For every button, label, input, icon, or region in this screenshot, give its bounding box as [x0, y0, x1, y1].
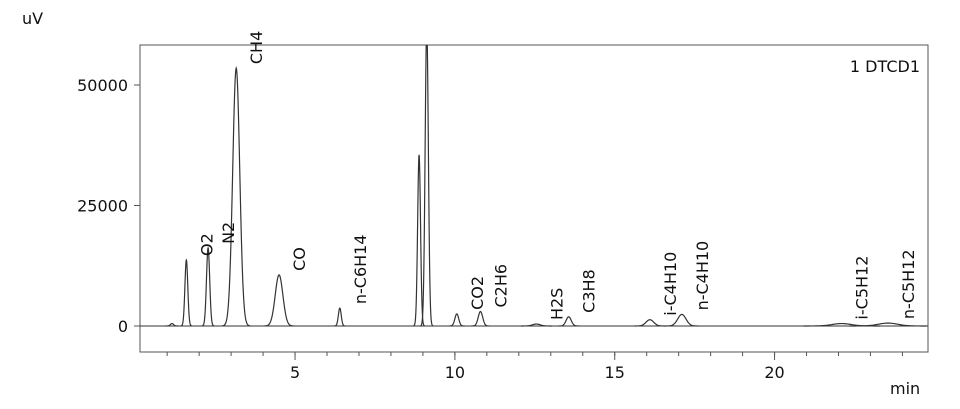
- peak: [334, 307, 346, 327]
- peak: [558, 316, 579, 327]
- y-tick-label: 25000: [77, 196, 128, 215]
- plot-area: [140, 45, 928, 327]
- peak: [449, 313, 465, 327]
- peak: [413, 154, 425, 327]
- peak-label: C3H8: [580, 269, 599, 313]
- x-axis-label: min: [890, 379, 920, 398]
- y-tick-label: 50000: [77, 76, 128, 95]
- plot-frame: [139, 44, 929, 353]
- peak-label: H2S: [547, 288, 566, 320]
- peak: [665, 313, 699, 327]
- peak: [165, 322, 179, 327]
- x-tick-label: 5: [290, 363, 300, 382]
- peak-label: n-C5H12: [899, 249, 918, 319]
- x-tick-label: 20: [764, 363, 784, 382]
- peak-label: O2: [197, 233, 216, 256]
- peak: [420, 45, 434, 327]
- peak-label: n-C6H14: [351, 234, 370, 304]
- peak: [521, 323, 552, 327]
- peak-label: i-C4H10: [661, 252, 680, 316]
- peak: [201, 246, 215, 327]
- y-axis-label: uV: [22, 9, 43, 28]
- trace-name: 1 DTCD1: [850, 57, 920, 76]
- peak-label: N2: [219, 222, 238, 244]
- peak: [263, 274, 295, 327]
- x-tick-label: 15: [605, 363, 625, 382]
- peak-label: CO2: [468, 276, 487, 310]
- peak: [222, 65, 251, 327]
- peak-label: CH4: [247, 31, 266, 64]
- x-tick-label: 10: [445, 363, 465, 382]
- peak: [471, 310, 490, 327]
- peak: [849, 322, 927, 327]
- peak: [634, 319, 666, 327]
- y-tick-label: 0: [118, 317, 128, 336]
- peak-label: C2H6: [491, 264, 510, 308]
- peak-label: n-C4H10: [693, 241, 712, 311]
- peak-label: i-C5H12: [853, 256, 872, 320]
- peak-label: CO: [290, 247, 309, 271]
- peak: [180, 258, 193, 327]
